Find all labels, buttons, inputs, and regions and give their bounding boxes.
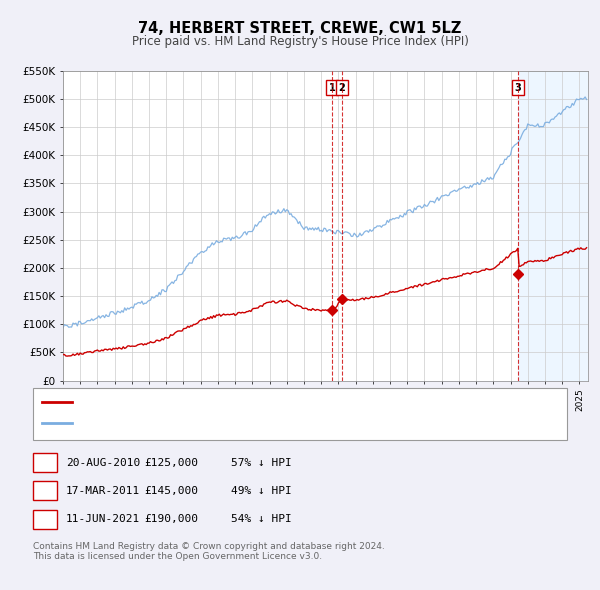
Text: 1: 1 (41, 458, 49, 467)
Text: 20-AUG-2010: 20-AUG-2010 (66, 458, 140, 467)
Text: 11-JUN-2021: 11-JUN-2021 (66, 514, 140, 524)
Text: 1: 1 (329, 83, 335, 93)
Text: 2: 2 (338, 83, 346, 93)
Text: 3: 3 (515, 83, 521, 93)
Text: 74, HERBERT STREET, CREWE, CW1 5LZ (detached house): 74, HERBERT STREET, CREWE, CW1 5LZ (deta… (81, 397, 384, 407)
Text: 17-MAR-2011: 17-MAR-2011 (66, 486, 140, 496)
Text: £145,000: £145,000 (144, 486, 198, 496)
Bar (518, 71, 588, 381)
Text: 57% ↓ HPI: 57% ↓ HPI (231, 458, 292, 467)
Text: 49% ↓ HPI: 49% ↓ HPI (231, 486, 292, 496)
Text: 74, HERBERT STREET, CREWE, CW1 5LZ: 74, HERBERT STREET, CREWE, CW1 5LZ (139, 21, 461, 35)
Text: £190,000: £190,000 (144, 514, 198, 524)
Text: 3: 3 (41, 514, 49, 524)
Text: Price paid vs. HM Land Registry's House Price Index (HPI): Price paid vs. HM Land Registry's House … (131, 35, 469, 48)
Text: 54% ↓ HPI: 54% ↓ HPI (231, 514, 292, 524)
Text: HPI: Average price, detached house, Cheshire East: HPI: Average price, detached house, Ches… (81, 418, 346, 428)
Text: 2: 2 (41, 486, 49, 496)
Text: £125,000: £125,000 (144, 458, 198, 467)
Text: Contains HM Land Registry data © Crown copyright and database right 2024.
This d: Contains HM Land Registry data © Crown c… (33, 542, 385, 561)
